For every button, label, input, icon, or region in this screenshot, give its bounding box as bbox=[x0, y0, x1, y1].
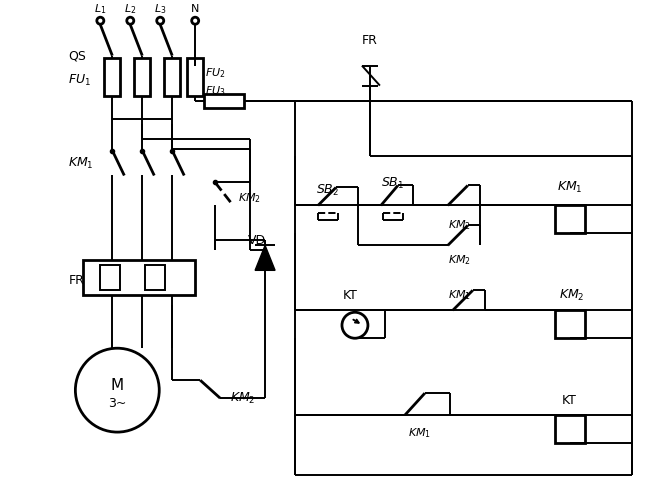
Bar bbox=[145, 265, 165, 290]
Text: $KM_1$: $KM_1$ bbox=[557, 180, 582, 195]
Bar bbox=[134, 57, 150, 96]
Text: FR: FR bbox=[68, 274, 84, 287]
Text: KT: KT bbox=[562, 394, 577, 406]
Text: N: N bbox=[191, 4, 199, 14]
Text: $KM_1$: $KM_1$ bbox=[448, 289, 471, 302]
Bar bbox=[555, 205, 584, 233]
Polygon shape bbox=[255, 246, 275, 270]
Bar bbox=[83, 260, 195, 296]
Text: $FU_3$: $FU_3$ bbox=[205, 84, 226, 98]
Bar bbox=[555, 415, 584, 443]
Bar bbox=[101, 265, 121, 290]
Bar bbox=[187, 57, 203, 96]
Circle shape bbox=[157, 17, 164, 24]
Text: M: M bbox=[111, 378, 124, 393]
Text: KT: KT bbox=[342, 289, 357, 302]
Text: $FU_2$: $FU_2$ bbox=[205, 66, 226, 80]
Text: $L_1$: $L_1$ bbox=[94, 2, 106, 16]
Text: $KM_2$: $KM_2$ bbox=[238, 192, 261, 205]
Circle shape bbox=[97, 17, 104, 24]
Text: $KM_1$: $KM_1$ bbox=[408, 426, 432, 440]
Text: $SB_1$: $SB_1$ bbox=[381, 176, 404, 191]
Bar bbox=[204, 94, 244, 107]
Circle shape bbox=[127, 17, 134, 24]
Bar bbox=[555, 310, 584, 338]
Text: FR: FR bbox=[362, 34, 378, 47]
Bar bbox=[164, 57, 180, 96]
Text: $KM_2$: $KM_2$ bbox=[230, 391, 255, 406]
Text: $KM_2$: $KM_2$ bbox=[448, 253, 471, 267]
Text: $KM_1$: $KM_1$ bbox=[68, 156, 94, 171]
Text: VD: VD bbox=[248, 234, 266, 247]
Circle shape bbox=[75, 348, 159, 432]
Text: $SB_2$: $SB_2$ bbox=[317, 183, 339, 198]
Text: $L_2$: $L_2$ bbox=[124, 2, 137, 16]
Text: $KM_2$: $KM_2$ bbox=[559, 288, 584, 303]
Text: $FU_1$: $FU_1$ bbox=[68, 73, 92, 88]
Bar bbox=[104, 57, 121, 96]
Text: QS: QS bbox=[68, 49, 86, 62]
Text: $L_3$: $L_3$ bbox=[154, 2, 166, 16]
Circle shape bbox=[342, 312, 368, 338]
Text: 3~: 3~ bbox=[108, 396, 126, 410]
Text: $KM_2$: $KM_2$ bbox=[448, 218, 471, 232]
Circle shape bbox=[192, 17, 199, 24]
